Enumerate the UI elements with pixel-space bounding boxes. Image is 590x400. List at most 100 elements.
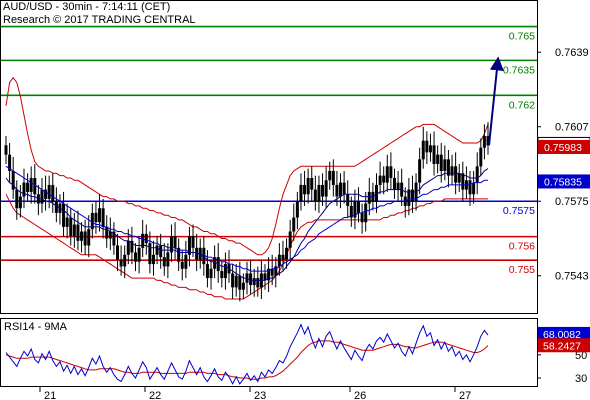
- candle-body: [310, 177, 314, 190]
- candle: [112, 222, 116, 255]
- candle: [277, 243, 281, 276]
- candle: [421, 126, 425, 169]
- time-tick-label: 26: [354, 390, 366, 400]
- candle: [80, 222, 84, 253]
- level-label: 0.765: [509, 31, 535, 43]
- candle: [357, 187, 361, 223]
- candle: [223, 252, 227, 290]
- candle: [22, 168, 26, 209]
- candle: [410, 175, 414, 213]
- candle: [119, 245, 123, 276]
- rsi-panel-frame: [0, 318, 538, 387]
- candle: [144, 224, 148, 255]
- candle: [162, 243, 166, 276]
- candle: [184, 240, 188, 279]
- candle-body: [392, 177, 396, 190]
- indicator-value-label: 0.75835: [544, 176, 582, 188]
- candle: [209, 259, 213, 290]
- candle-body: [432, 145, 436, 164]
- candle: [180, 250, 184, 281]
- candle-body: [151, 254, 155, 265]
- candle-body: [241, 282, 245, 290]
- candle: [191, 224, 195, 258]
- rsi-ma-line: [5, 340, 489, 380]
- indicator-value-box: [538, 174, 590, 189]
- chart-title: AUD/USD - 30min - 7:14:11 (CET): [3, 1, 171, 13]
- candle: [389, 152, 393, 190]
- candle-body: [126, 240, 130, 255]
- candle-body: [220, 271, 224, 279]
- candle: [418, 147, 422, 195]
- level-label: 0.762: [509, 99, 535, 111]
- candle: [342, 170, 346, 204]
- candle-body: [342, 182, 346, 195]
- candle: [328, 161, 332, 190]
- candle: [252, 268, 256, 297]
- candle-body: [306, 177, 310, 195]
- candle-body: [44, 189, 48, 199]
- candle: [231, 264, 235, 300]
- candle-body: [105, 226, 109, 239]
- candle-body: [94, 212, 98, 223]
- band-upper-line: [5, 76, 489, 256]
- candle: [69, 208, 73, 246]
- candle-body: [180, 261, 184, 269]
- candle: [364, 191, 368, 232]
- candle-body: [238, 275, 242, 290]
- candle-body: [256, 278, 260, 288]
- candle-body: [479, 147, 483, 167]
- candle-body: [11, 170, 15, 190]
- candle: [464, 166, 468, 199]
- price-tick-label: 0.7639: [555, 47, 589, 59]
- candle: [479, 138, 483, 176]
- candle-body: [40, 189, 44, 204]
- candle-body: [184, 254, 188, 269]
- price-panel-frame: [0, 0, 538, 314]
- candle-body: [335, 184, 339, 197]
- candle-body: [65, 217, 69, 227]
- candle: [155, 236, 159, 265]
- candle: [346, 180, 350, 218]
- candle: [36, 184, 40, 216]
- rsi-value-box: [538, 338, 590, 353]
- candle-body: [252, 278, 256, 286]
- candle-body: [353, 201, 357, 218]
- candle: [133, 243, 137, 272]
- candle: [324, 166, 328, 209]
- candle: [101, 198, 105, 239]
- candle: [443, 145, 447, 181]
- candle: [482, 124, 486, 160]
- price-axis: 0.76390.76070.75750.75430.759940.759830.…: [537, 47, 590, 283]
- candle-body: [83, 231, 87, 246]
- candle-body: [357, 201, 361, 213]
- time-tick-label: 21: [44, 390, 56, 400]
- candle-body: [299, 184, 303, 202]
- candle-body: [18, 196, 22, 209]
- candle: [263, 264, 267, 290]
- candle-body: [26, 182, 30, 192]
- candle: [198, 238, 202, 269]
- candle: [137, 236, 141, 274]
- levels-layer: 0.765 0.7635 0.762 0.7575 0.756 0.755: [1, 25, 537, 276]
- candle-body: [159, 245, 163, 258]
- candle-body: [288, 231, 292, 248]
- candle-body: [119, 259, 123, 267]
- candle: [396, 170, 400, 202]
- candle: [105, 215, 109, 248]
- candle-body: [4, 145, 8, 155]
- candle-body: [410, 189, 414, 202]
- rsi-layer: [5, 323, 489, 385]
- candle: [87, 215, 91, 258]
- candle: [227, 250, 231, 283]
- candle-body: [209, 268, 213, 279]
- candle: [428, 133, 432, 162]
- candles-layer: [4, 122, 490, 302]
- candle-body: [349, 205, 353, 218]
- candle-body: [162, 257, 166, 267]
- candle-body: [133, 252, 137, 262]
- candle: [285, 238, 289, 269]
- candle: [51, 173, 55, 213]
- candle-body: [382, 175, 386, 183]
- candle: [432, 131, 436, 176]
